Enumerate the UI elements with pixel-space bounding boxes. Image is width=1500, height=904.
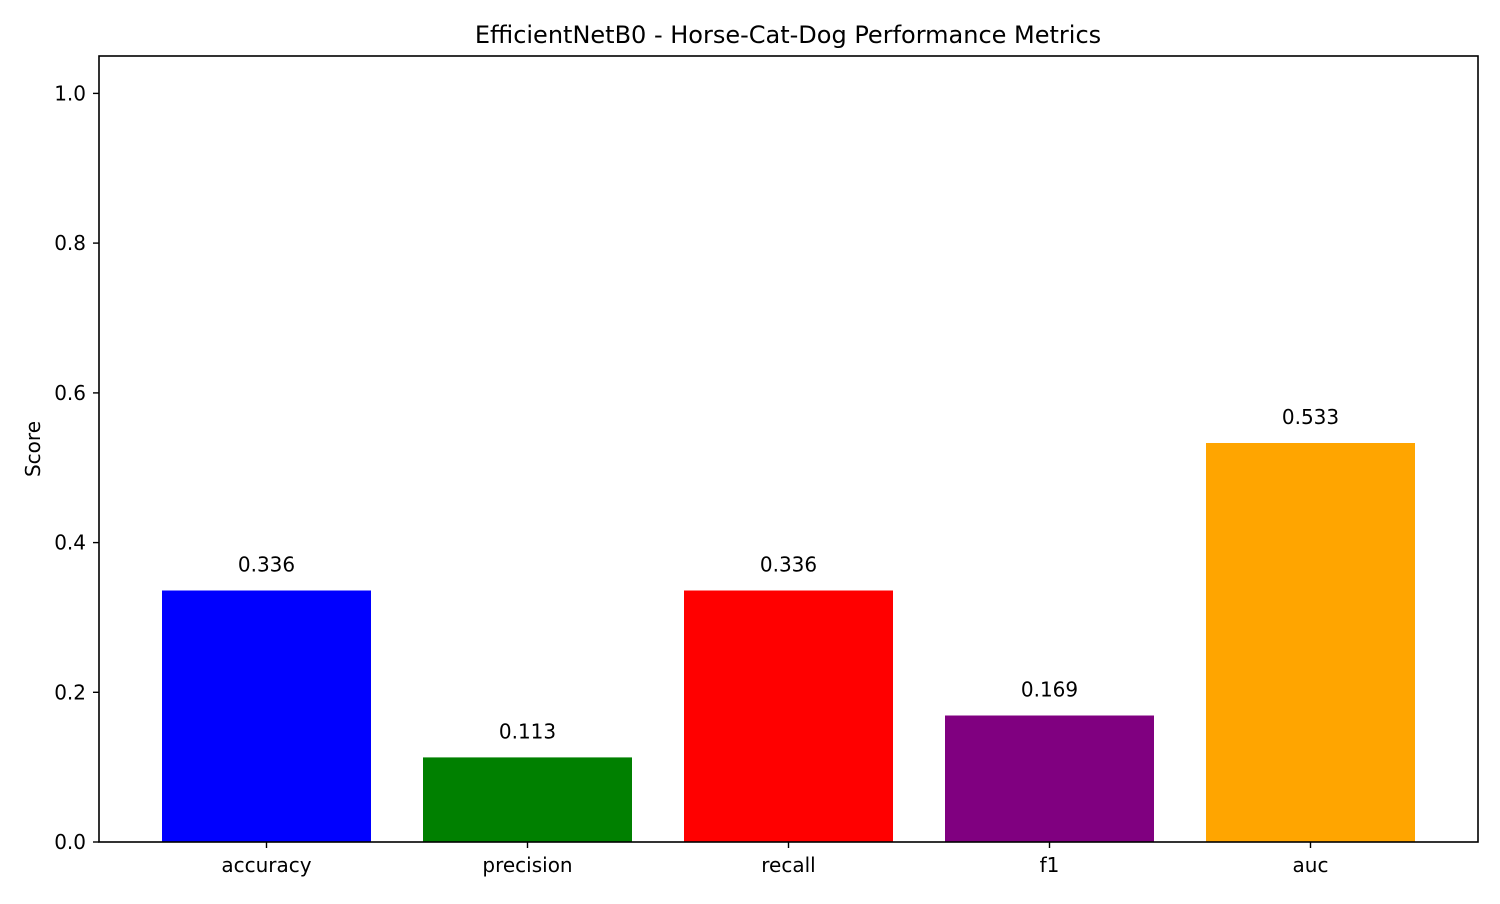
x-tick-label-f1: f1 xyxy=(1040,853,1060,877)
data-label-recall: 0.336 xyxy=(760,553,817,577)
bar-auc xyxy=(1206,443,1415,842)
y-tick-label: 1.0 xyxy=(54,81,86,105)
value-labels-group: 0.336 0.113 0.336 0.169 0.533 xyxy=(238,405,1339,743)
y-tick-label: 0.6 xyxy=(54,381,86,405)
chart-title: EfficientNetB0 - Horse-Cat-Dog Performan… xyxy=(475,21,1101,49)
data-label-f1: 0.169 xyxy=(1021,678,1078,702)
y-axis-label: Score xyxy=(21,421,45,477)
x-tick-label-precision: precision xyxy=(482,853,572,877)
y-tick-label: 0.8 xyxy=(54,231,86,255)
y-axis-ticks: 0.0 0.2 0.4 0.6 0.8 1.0 xyxy=(54,81,99,854)
plot-frame xyxy=(98,55,1479,843)
bar-f1 xyxy=(945,715,1154,842)
data-label-accuracy: 0.336 xyxy=(238,553,295,577)
bars-group xyxy=(162,443,1415,842)
bar-precision xyxy=(423,757,632,842)
data-label-precision: 0.113 xyxy=(499,719,556,743)
x-tick-label-accuracy: accuracy xyxy=(221,853,311,877)
x-axis-ticks: accuracy precision recall f1 auc xyxy=(221,842,1328,877)
bar-accuracy xyxy=(162,590,371,842)
data-label-auc: 0.533 xyxy=(1282,405,1339,429)
x-tick-label-auc: auc xyxy=(1293,853,1329,877)
y-tick-label: 0.0 xyxy=(54,830,86,854)
y-tick-label: 0.2 xyxy=(54,680,86,704)
bar-recall xyxy=(684,590,893,842)
y-tick-label: 0.4 xyxy=(54,531,86,555)
x-tick-label-recall: recall xyxy=(761,853,815,877)
